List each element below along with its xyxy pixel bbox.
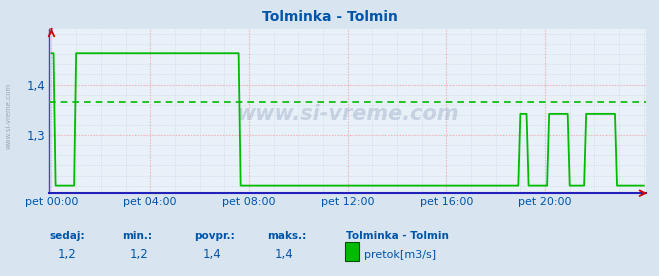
Text: 1,4: 1,4 — [202, 248, 221, 261]
Text: 1,2: 1,2 — [130, 248, 148, 261]
Text: sedaj:: sedaj: — [49, 231, 85, 241]
Text: www.si-vreme.com: www.si-vreme.com — [5, 83, 11, 149]
Text: 1,2: 1,2 — [57, 248, 76, 261]
Text: pretok[m3/s]: pretok[m3/s] — [364, 250, 436, 260]
Text: povpr.:: povpr.: — [194, 231, 235, 241]
Text: Tolminka - Tolmin: Tolminka - Tolmin — [262, 10, 397, 24]
Text: www.si-vreme.com: www.si-vreme.com — [237, 104, 459, 124]
Text: 1,4: 1,4 — [275, 248, 293, 261]
Text: min.:: min.: — [122, 231, 152, 241]
Text: Tolminka - Tolmin: Tolminka - Tolmin — [346, 231, 449, 241]
Text: maks.:: maks.: — [267, 231, 306, 241]
